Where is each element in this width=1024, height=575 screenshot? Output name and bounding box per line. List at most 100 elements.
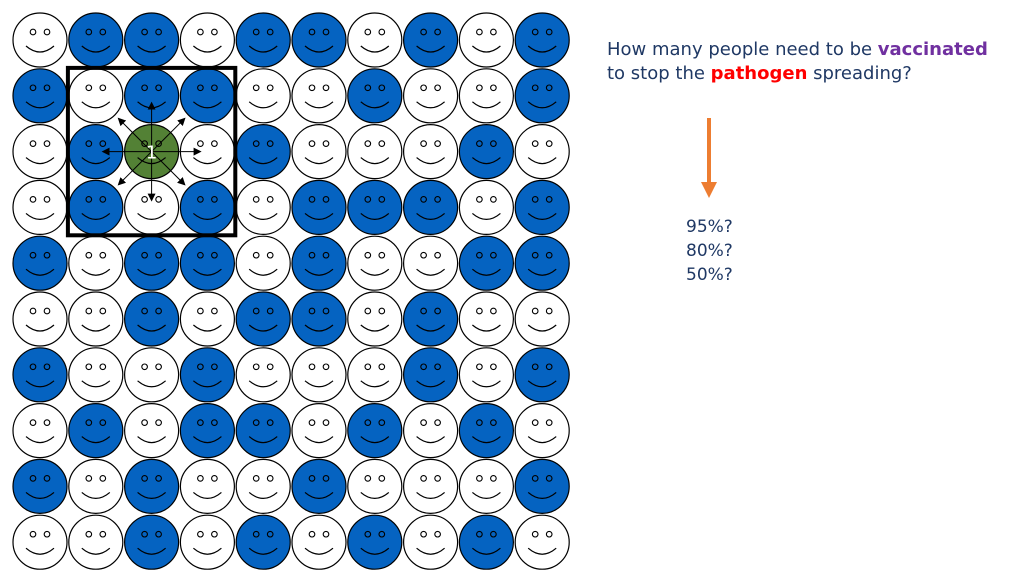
vaccinated-person-r6-c7 [403, 347, 459, 403]
unvaccinated-person-r8-c1 [68, 458, 124, 514]
unvaccinated-person-r6-c2 [124, 347, 180, 403]
vaccinated-person-r8-c0 [12, 458, 68, 514]
vaccinated-person-r0-c1 [68, 12, 124, 68]
unvaccinated-person-r8-c6 [347, 458, 403, 514]
neighbourhood-box [65, 65, 238, 238]
unvaccinated-person-r9-c3 [179, 514, 235, 570]
unvaccinated-person-r5-c9 [514, 291, 570, 347]
vaccinated-person-r4-c5 [291, 235, 347, 291]
unvaccinated-person-r2-c5 [291, 124, 347, 180]
vaccinated-person-r7-c1 [68, 403, 124, 459]
vaccinated-person-r4-c3 [179, 235, 235, 291]
option-50: 50%? [686, 265, 733, 285]
unvaccinated-person-r7-c7 [403, 403, 459, 459]
unvaccinated-person-r6-c6 [347, 347, 403, 403]
unvaccinated-person-r9-c9 [514, 514, 570, 570]
vaccinated-person-r9-c6 [347, 514, 403, 570]
vaccinated-person-r6-c0 [12, 347, 68, 403]
spread-arrow-2 [151, 117, 186, 152]
vaccinated-person-r9-c2 [124, 514, 180, 570]
unvaccinated-person-r8-c4 [235, 458, 291, 514]
vaccinated-person-r4-c0 [12, 235, 68, 291]
spread-arrow-7 [151, 151, 186, 186]
unvaccinated-person-r0-c3 [179, 12, 235, 68]
question-text: How many people need to be vaccinated to… [607, 38, 988, 86]
vaccinated-person-r7-c8 [458, 403, 514, 459]
vaccinated-person-r5-c2 [124, 291, 180, 347]
unvaccinated-person-r7-c2 [124, 403, 180, 459]
vaccinated-person-r3-c1 [68, 179, 124, 235]
vaccinated-person-r1-c9 [514, 68, 570, 124]
pathogen-keyword: pathogen [710, 63, 808, 84]
unvaccinated-person-r7-c0 [12, 403, 68, 459]
unvaccinated-person-r6-c5 [291, 347, 347, 403]
unvaccinated-person-r5-c0 [12, 291, 68, 347]
vaccinated-keyword: vaccinated [877, 39, 988, 60]
question-part2: to stop the [607, 63, 711, 84]
option-95: 95%? [686, 217, 733, 237]
vaccinated-person-r1-c3 [179, 68, 235, 124]
vaccinated-person-r0-c5 [291, 12, 347, 68]
unvaccinated-person-r1-c8 [458, 68, 514, 124]
vaccinated-person-r1-c0 [12, 68, 68, 124]
vaccinated-person-r0-c9 [514, 12, 570, 68]
vaccinated-person-r1-c6 [347, 68, 403, 124]
unvaccinated-person-r0-c6 [347, 12, 403, 68]
unvaccinated-person-r3-c8 [458, 179, 514, 235]
vaccinated-person-r8-c9 [514, 458, 570, 514]
vaccinated-person-r8-c2 [124, 458, 180, 514]
unvaccinated-person-r1-c7 [403, 68, 459, 124]
unvaccinated-person-r7-c9 [514, 403, 570, 459]
vaccinated-person-r2-c4 [235, 124, 291, 180]
unvaccinated-person-r3-c4 [235, 179, 291, 235]
unvaccinated-person-r4-c4 [235, 235, 291, 291]
spread-arrow-5 [117, 151, 152, 186]
vaccinated-person-r5-c7 [403, 291, 459, 347]
down-arrow-icon [701, 118, 717, 198]
vaccinated-person-r5-c5 [291, 291, 347, 347]
unvaccinated-person-r7-c5 [291, 403, 347, 459]
vaccinated-person-r3-c7 [403, 179, 459, 235]
question-part1: How many people need to be [607, 39, 878, 60]
unvaccinated-person-r9-c5 [291, 514, 347, 570]
unvaccinated-person-r3-c0 [12, 179, 68, 235]
unvaccinated-person-r5-c3 [179, 291, 235, 347]
unvaccinated-person-r9-c7 [403, 514, 459, 570]
vaccinated-person-r7-c3 [179, 403, 235, 459]
vaccinated-person-r4-c9 [514, 235, 570, 291]
unvaccinated-person-r0-c0 [12, 12, 68, 68]
unvaccinated-person-r5-c8 [458, 291, 514, 347]
option-80: 80%? [686, 241, 733, 261]
unvaccinated-person-r5-c1 [68, 291, 124, 347]
unvaccinated-person-r5-c6 [347, 291, 403, 347]
vaccinated-person-r9-c4 [235, 514, 291, 570]
infected-label: 1 [146, 143, 157, 164]
unvaccinated-person-r2-c0 [12, 124, 68, 180]
vaccinated-person-r3-c9 [514, 179, 570, 235]
vaccinated-person-r0-c4 [235, 12, 291, 68]
unvaccinated-person-r8-c3 [179, 458, 235, 514]
vaccinated-person-r5-c4 [235, 291, 291, 347]
unvaccinated-person-r8-c8 [458, 458, 514, 514]
unvaccinated-person-r2-c6 [347, 124, 403, 180]
unvaccinated-person-r6-c4 [235, 347, 291, 403]
vaccinated-person-r7-c4 [235, 403, 291, 459]
answer-options: 95%? 80%? 50%? [686, 215, 733, 287]
vaccinated-person-r3-c5 [291, 179, 347, 235]
unvaccinated-person-r2-c7 [403, 124, 459, 180]
vaccinated-person-r6-c3 [179, 347, 235, 403]
unvaccinated-person-r4-c7 [403, 235, 459, 291]
vaccinated-person-r7-c6 [347, 403, 403, 459]
vaccinated-person-r3-c3 [179, 179, 235, 235]
question-part3: spreading? [807, 63, 912, 84]
vaccinated-person-r4-c2 [124, 235, 180, 291]
vaccinated-person-r0-c2 [124, 12, 180, 68]
vaccinated-person-r8-c5 [291, 458, 347, 514]
vaccinated-person-r4-c8 [458, 235, 514, 291]
unvaccinated-person-r1-c5 [291, 68, 347, 124]
vaccinated-person-r9-c8 [458, 514, 514, 570]
vaccinated-person-r2-c8 [458, 124, 514, 180]
spread-arrow-0 [117, 117, 152, 152]
vaccinated-person-r0-c7 [403, 12, 459, 68]
unvaccinated-person-r4-c6 [347, 235, 403, 291]
